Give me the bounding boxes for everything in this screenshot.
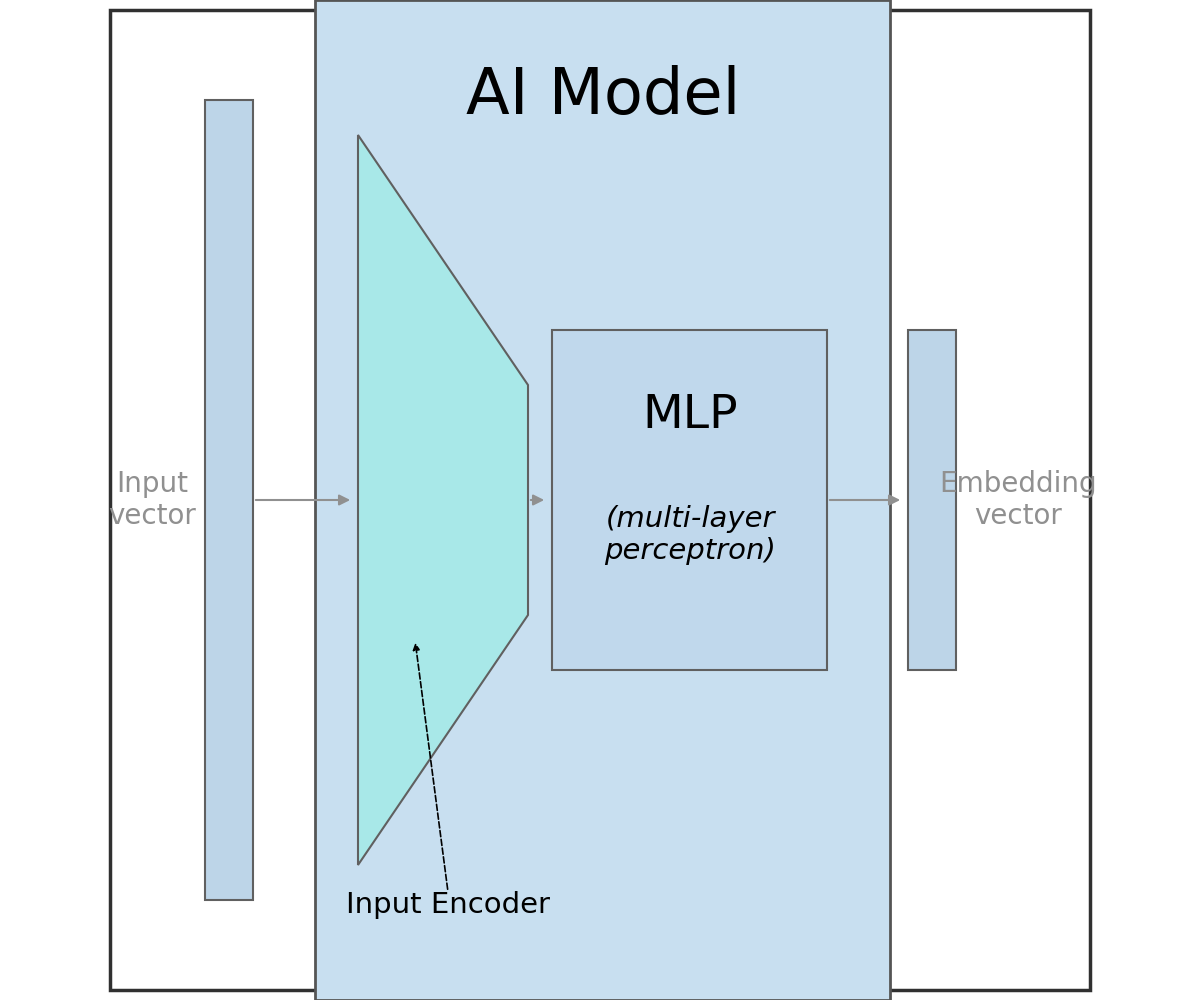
Polygon shape xyxy=(358,135,528,865)
Text: MLP: MLP xyxy=(642,392,738,438)
FancyBboxPatch shape xyxy=(314,0,890,1000)
Text: Input
vector: Input vector xyxy=(108,470,196,530)
FancyBboxPatch shape xyxy=(205,100,253,900)
FancyBboxPatch shape xyxy=(552,330,827,670)
FancyBboxPatch shape xyxy=(908,330,956,670)
FancyBboxPatch shape xyxy=(110,10,1090,990)
Text: AI Model: AI Model xyxy=(466,65,740,127)
Text: Input Encoder: Input Encoder xyxy=(346,891,550,919)
Text: (multi-layer
perceptron): (multi-layer perceptron) xyxy=(604,505,776,565)
Text: Embedding
vector: Embedding vector xyxy=(940,470,1097,530)
